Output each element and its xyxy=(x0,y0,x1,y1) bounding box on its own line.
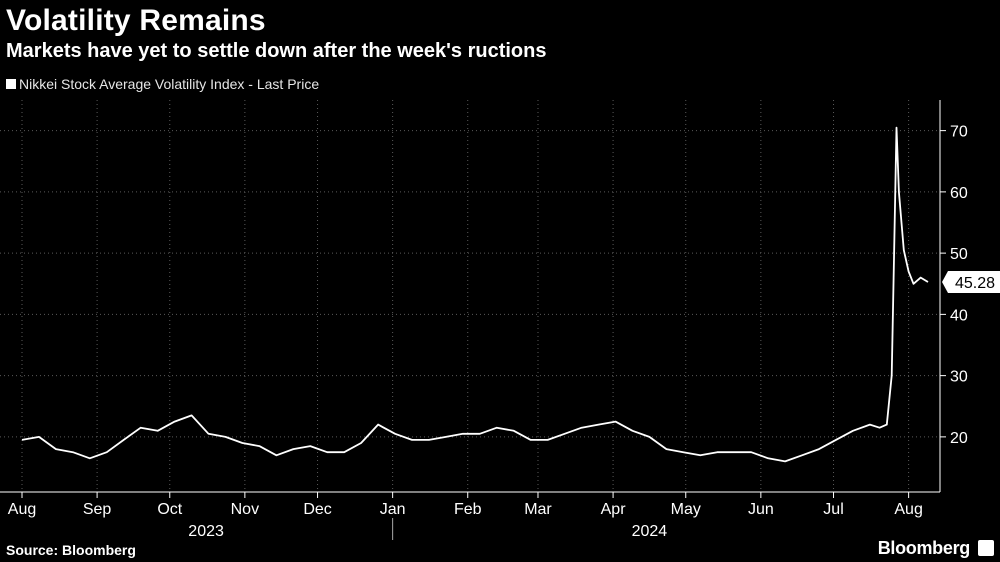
chart-title: Volatility Remains xyxy=(6,4,266,37)
x-tick-label: Feb xyxy=(454,501,482,518)
x-tick-label: Sep xyxy=(83,501,112,518)
legend-swatch xyxy=(6,79,16,89)
chart-subtitle: Markets have yet to settle down after th… xyxy=(6,40,547,62)
x-tick-label: Aug xyxy=(894,501,922,518)
series-line xyxy=(21,126,929,463)
x-tick-label: Nov xyxy=(231,501,259,518)
last-value-text: 45.28 xyxy=(955,275,995,292)
brand-logo: Bloomberg xyxy=(877,538,971,558)
source-note: Source: Bloomberg xyxy=(6,542,136,558)
bloomberg-chart-icon xyxy=(978,540,994,556)
y-tick-label: 50 xyxy=(950,246,968,263)
x-tick-label: Jun xyxy=(748,501,774,518)
last-value-box xyxy=(942,271,1000,294)
y-tick-label: 60 xyxy=(950,185,968,202)
x-tick-label: Jan xyxy=(380,501,406,518)
year-label: 2023 xyxy=(188,523,224,540)
x-tick-label: Jul xyxy=(823,501,843,518)
last-value-label: 45.28 xyxy=(942,271,1000,294)
year-label: 2024 xyxy=(632,523,668,540)
y-tick-label: 70 xyxy=(950,124,968,141)
legend: Nikkei Stock Average Volatility Index - … xyxy=(6,76,319,92)
grid-lines xyxy=(0,100,940,492)
legend-label: Nikkei Stock Average Volatility Index - … xyxy=(19,76,320,92)
x-tick-label: Dec xyxy=(303,501,331,518)
x-axis: Aug Sep Oct Nov Dec Jan Feb Mar Apr May Jun Jul Aug 2… xyxy=(0,491,940,540)
x-tick-label: Aug xyxy=(8,501,36,518)
x-tick-label: May xyxy=(671,501,701,518)
y-tick-label: 20 xyxy=(950,430,968,447)
y-tick-label: 30 xyxy=(950,369,968,386)
y-tick-label: 40 xyxy=(950,307,968,324)
x-tick-label: Apr xyxy=(601,501,627,518)
x-tick-label: Mar xyxy=(524,501,552,518)
x-tick-label: Oct xyxy=(157,501,182,518)
y-axis: 20 30 40 50 60 70 xyxy=(939,100,968,492)
